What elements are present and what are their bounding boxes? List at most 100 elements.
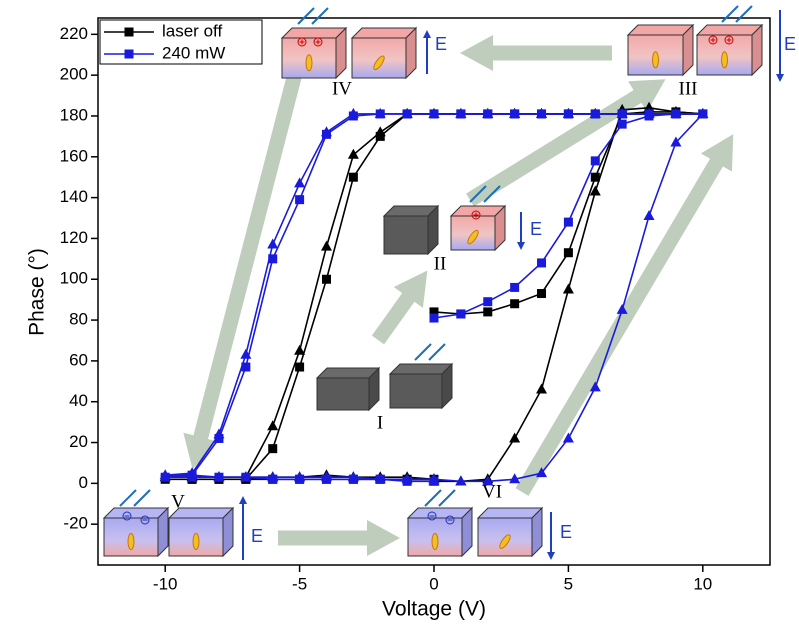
y-tick-label: 200 bbox=[60, 65, 88, 84]
x-tick-label: 0 bbox=[429, 574, 438, 593]
stage-label: I bbox=[377, 412, 383, 433]
y-tick-label: 60 bbox=[69, 350, 88, 369]
data-point bbox=[564, 218, 573, 227]
box-top bbox=[697, 25, 762, 35]
data-point bbox=[456, 309, 465, 318]
data-point bbox=[510, 283, 519, 292]
stage-label: II bbox=[434, 253, 447, 274]
process-arrow bbox=[200, 62, 298, 440]
data-point bbox=[510, 299, 519, 308]
dipole bbox=[306, 55, 312, 71]
stage-label: VI bbox=[482, 481, 502, 502]
laser bbox=[429, 344, 445, 360]
data-point bbox=[322, 275, 331, 284]
data-point bbox=[483, 297, 492, 306]
field-label: E bbox=[530, 219, 542, 239]
data-point bbox=[537, 258, 546, 267]
box-top bbox=[628, 25, 693, 35]
data-point bbox=[321, 241, 332, 251]
data-line bbox=[165, 114, 703, 481]
data-point bbox=[618, 120, 627, 129]
field-label: E bbox=[251, 526, 263, 546]
laser bbox=[415, 344, 431, 360]
data-point bbox=[294, 177, 305, 187]
y-tick-label: 40 bbox=[69, 391, 88, 410]
box-top bbox=[282, 28, 346, 38]
laser bbox=[439, 490, 455, 506]
laser bbox=[298, 8, 314, 24]
y-tick-label: 80 bbox=[69, 310, 88, 329]
legend-label: laser off bbox=[162, 21, 222, 40]
x-tick-label: 5 bbox=[564, 574, 573, 593]
box-top bbox=[352, 28, 416, 38]
x-axis-label: Voltage (V) bbox=[382, 598, 486, 621]
box-top bbox=[390, 364, 452, 374]
box-front bbox=[317, 378, 369, 410]
data-point bbox=[375, 126, 386, 136]
y-tick-label: 220 bbox=[60, 24, 88, 43]
field-label: E bbox=[784, 34, 796, 54]
box-top bbox=[317, 368, 379, 378]
laser bbox=[312, 8, 328, 24]
data-point bbox=[267, 420, 278, 430]
legend-marker bbox=[125, 28, 134, 37]
box-front bbox=[390, 374, 442, 408]
data-line bbox=[165, 108, 703, 482]
data-point bbox=[536, 383, 547, 393]
x-tick-label: -10 bbox=[153, 574, 178, 593]
data-point bbox=[268, 444, 277, 453]
chart: Voltage (V) Phase (°) I II III IV V VI E… bbox=[0, 0, 799, 633]
stage-label: IV bbox=[332, 78, 352, 99]
dipole bbox=[653, 52, 659, 68]
data-point bbox=[349, 173, 358, 182]
dipole bbox=[722, 52, 728, 68]
data-point bbox=[591, 156, 600, 165]
data-point bbox=[267, 239, 278, 249]
data-point bbox=[564, 248, 573, 257]
laser bbox=[134, 490, 150, 506]
legend-label: 240 mW bbox=[162, 43, 225, 62]
laser bbox=[736, 6, 752, 22]
laser bbox=[425, 490, 441, 506]
data-point bbox=[563, 283, 574, 293]
laser bbox=[722, 6, 738, 22]
data-point bbox=[295, 363, 304, 372]
dipole bbox=[432, 534, 438, 550]
box-front bbox=[384, 216, 428, 254]
data-line bbox=[165, 112, 703, 479]
y-tick-label: 160 bbox=[60, 146, 88, 165]
y-axis-label: Phase (°) bbox=[26, 248, 49, 336]
laser bbox=[120, 490, 136, 506]
stage-label: V bbox=[171, 491, 185, 512]
dipole bbox=[128, 534, 134, 550]
y-tick-label: 180 bbox=[60, 105, 88, 124]
y-tick-label: 0 bbox=[79, 473, 88, 492]
field-label: E bbox=[560, 522, 572, 542]
y-tick-label: -20 bbox=[63, 514, 88, 533]
process-arrow bbox=[470, 95, 640, 200]
y-tick-label: 120 bbox=[60, 228, 88, 247]
field-label: E bbox=[435, 34, 447, 54]
stage-label: III bbox=[679, 78, 698, 99]
data-point bbox=[294, 345, 305, 355]
data-line bbox=[165, 114, 703, 481]
y-tick-label: 20 bbox=[69, 432, 88, 451]
data-point bbox=[295, 195, 304, 204]
data-point bbox=[509, 432, 520, 442]
y-tick-label: 100 bbox=[60, 269, 88, 288]
x-tick-label: 10 bbox=[693, 574, 712, 593]
dipole bbox=[193, 534, 199, 550]
x-tick-label: -5 bbox=[292, 574, 307, 593]
data-point bbox=[537, 289, 546, 298]
data-point bbox=[348, 149, 359, 159]
box-top bbox=[408, 508, 472, 518]
y-tick-label: 140 bbox=[60, 187, 88, 206]
box-top bbox=[478, 508, 542, 518]
box-top bbox=[104, 508, 168, 518]
data-point bbox=[644, 210, 655, 220]
legend-marker bbox=[125, 50, 134, 59]
data-point bbox=[483, 307, 492, 316]
data-point bbox=[430, 314, 439, 323]
process-arrow bbox=[378, 295, 410, 340]
process-arrow bbox=[522, 160, 718, 492]
